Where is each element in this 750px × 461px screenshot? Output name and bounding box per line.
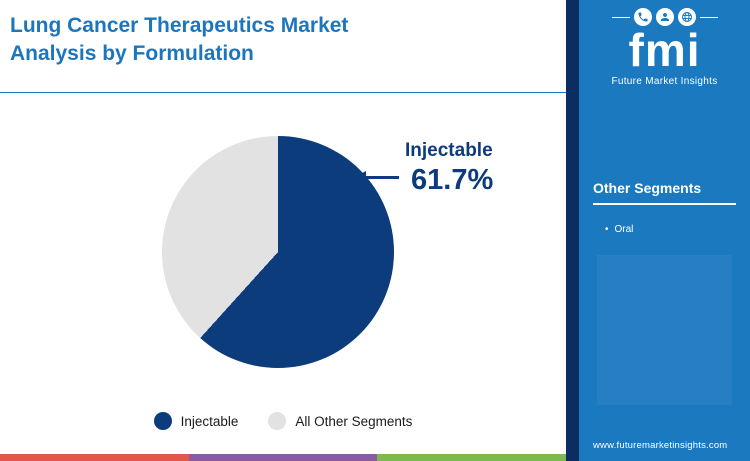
brand-sidebar: fmi Future Market Insights Other Segment… (579, 0, 750, 461)
pie-annotation: Injectable 61.7% (355, 140, 494, 197)
title-divider (0, 92, 566, 93)
page-title: Lung Cancer Therapeutics Market Analysis… (10, 12, 348, 69)
logo-icons-row (579, 8, 750, 26)
person-icon (655, 8, 674, 26)
legend-swatch-other (268, 412, 287, 430)
globe-icon (677, 8, 696, 26)
logo-line-right (699, 16, 718, 18)
chart-legend: Injectable All Other Segments (0, 405, 566, 437)
chart-panel: Lung Cancer Therapeutics Market Analysis… (0, 12, 567, 461)
annotation-value: 61.7% (411, 164, 494, 196)
phone-icon (633, 8, 652, 26)
sidebar-watermark (597, 255, 732, 405)
stripe-segment-green (377, 454, 567, 461)
bottom-color-stripe (0, 454, 567, 461)
other-segments-divider (593, 203, 736, 205)
legend-swatch-injectable (153, 412, 172, 430)
other-segments-title: Other Segments (593, 180, 702, 196)
logo-subtext: Future Market Insights (611, 76, 718, 88)
stripe-segment-purple (188, 454, 378, 461)
legend-item: Injectable (153, 412, 239, 430)
legend-label: Injectable (180, 413, 239, 429)
annotation-label: Injectable (405, 140, 493, 161)
fmi-logo: fmi Future Market Insights (579, 8, 750, 87)
legend-label: All Other Segments (295, 413, 413, 429)
website-link[interactable]: www.futuremarketinsights.com (593, 440, 728, 451)
arrow-left-icon (355, 171, 399, 183)
other-segment-item-oral: Oral (605, 224, 634, 235)
page-title-line2: Analysis by Formulation (10, 42, 254, 66)
legend-item: All Other Segments (268, 412, 412, 430)
sidebar-divider (566, 0, 579, 461)
stripe-segment-red (0, 454, 189, 461)
logo-line-left (611, 16, 630, 18)
page-title-line1: Lung Cancer Therapeutics Market (10, 14, 349, 37)
logo-text: fmi (628, 24, 701, 76)
